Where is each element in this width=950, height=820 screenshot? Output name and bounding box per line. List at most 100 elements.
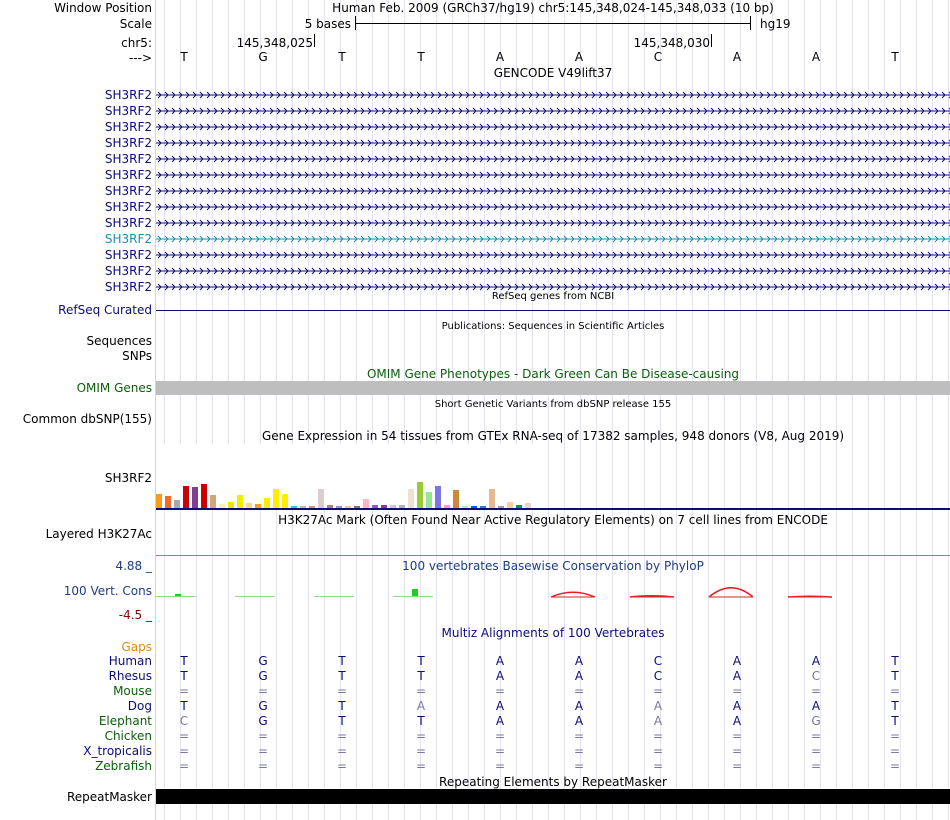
gtex-tissue-bar[interactable]	[282, 494, 288, 508]
gencode-transcript-label[interactable]: SH3RF2	[104, 88, 152, 102]
multiz-species-label[interactable]: Chicken	[104, 729, 152, 743]
gtex-tissue-bar[interactable]	[336, 506, 342, 508]
gtex-tissue-bar[interactable]	[345, 506, 351, 508]
gtex-tissue-bar[interactable]	[417, 482, 423, 508]
gencode-transcript-label[interactable]: SH3RF2	[104, 136, 152, 150]
gencode-transcript-line[interactable]	[156, 250, 950, 260]
gtex-tissue-bar[interactable]	[507, 502, 513, 508]
gtex-title[interactable]: Gene Expression in 54 tissues from GTEx …	[261, 429, 845, 443]
phylop-title[interactable]: 100 vertebrates Basewise Conservation by…	[402, 559, 704, 573]
gtex-tissue-bar[interactable]	[291, 506, 297, 508]
gencode-transcript-label[interactable]: SH3RF2	[104, 248, 152, 262]
repeatmasker-label[interactable]: RepeatMasker	[66, 790, 152, 804]
gtex-tissue-bar[interactable]	[381, 505, 387, 508]
gencode-transcript-label[interactable]: SH3RF2	[104, 264, 152, 278]
dbsnp-title[interactable]: Short Genetic Variants from dbSNP releas…	[434, 399, 672, 410]
gencode-transcript-label[interactable]: SH3RF2	[104, 184, 152, 198]
gtex-tissue-bar[interactable]	[354, 506, 360, 508]
repeatmasker-element-bar[interactable]	[156, 789, 950, 804]
gencode-transcript-line[interactable]	[156, 138, 950, 148]
omim-gene-bar[interactable]	[156, 381, 950, 395]
gencode-transcript-line[interactable]	[156, 186, 950, 196]
gtex-tissue-bar[interactable]	[201, 484, 207, 508]
gencode-transcript-line[interactable]	[156, 90, 950, 100]
gencode-title[interactable]: GENCODE V49lift37	[493, 66, 613, 80]
phylop-label[interactable]: 100 Vert. Cons	[63, 584, 152, 598]
gtex-tissue-bar[interactable]	[489, 489, 495, 508]
chrom-label[interactable]: chr5:	[121, 36, 152, 50]
gencode-transcript-label[interactable]: SH3RF2	[104, 216, 152, 230]
multiz-gaps-label[interactable]: Gaps	[121, 640, 152, 654]
gtex-tissue-bar[interactable]	[192, 487, 198, 508]
gencode-transcript-line[interactable]	[156, 266, 950, 276]
h3k27ac-title[interactable]: H3K27Ac Mark (Often Found Near Active Re…	[278, 513, 828, 527]
omim-label[interactable]: OMIM Genes	[76, 381, 152, 395]
multiz-species-label[interactable]: X_tropicalis	[83, 744, 152, 758]
gencode-transcript-line[interactable]	[156, 170, 950, 180]
gencode-transcript-label[interactable]: SH3RF2	[104, 152, 152, 166]
gtex-tissue-bar[interactable]	[453, 490, 459, 508]
gtex-tissue-bar[interactable]	[183, 486, 189, 508]
gencode-transcript-line[interactable]	[156, 154, 950, 164]
multiz-title[interactable]: Multiz Alignments of 100 Vertebrates	[441, 626, 665, 640]
publications-title[interactable]: Publications: Sequences in Scientific Ar…	[441, 321, 665, 332]
multiz-species-label[interactable]: Dog	[127, 699, 152, 713]
gtex-tissue-bar[interactable]	[210, 495, 216, 508]
gtex-tissue-bar[interactable]	[327, 505, 333, 508]
gtex-label[interactable]: SH3RF2	[104, 471, 152, 485]
gtex-tissue-bar[interactable]	[363, 499, 369, 508]
repeatmasker-title[interactable]: Repeating Elements by RepeatMasker	[439, 775, 667, 789]
gtex-tissue-bar[interactable]	[246, 503, 252, 508]
gencode-transcript-line[interactable]	[156, 122, 950, 132]
gtex-tissue-bar[interactable]	[426, 492, 432, 508]
gtex-tissue-bar[interactable]	[525, 503, 531, 508]
gtex-tissue-bar[interactable]	[156, 494, 162, 508]
gencode-transcript-line[interactable]	[156, 106, 950, 116]
multiz-species-label[interactable]: Mouse	[113, 684, 152, 698]
dbsnp-label[interactable]: Common dbSNP(155)	[22, 412, 152, 426]
gencode-transcript-label[interactable]: SH3RF2	[104, 232, 152, 246]
gtex-tissue-bar[interactable]	[219, 504, 225, 508]
gtex-tissue-bar[interactable]	[273, 489, 279, 508]
multiz-species-label[interactable]: Zebrafish	[95, 759, 152, 773]
gtex-tissue-bar[interactable]	[498, 506, 504, 508]
gtex-tissue-bar[interactable]	[372, 505, 378, 508]
gencode-transcript-line[interactable]	[156, 218, 950, 228]
publications-label-snps[interactable]: SNPs	[122, 349, 152, 363]
gtex-tissue-bar[interactable]	[435, 486, 441, 508]
h3k27ac-label[interactable]: Layered H3K27Ac	[45, 527, 152, 541]
gtex-tissue-bar[interactable]	[255, 504, 261, 508]
gencode-transcript-line[interactable]	[156, 282, 950, 292]
gtex-tissue-bar[interactable]	[300, 506, 306, 508]
gtex-tissue-bar[interactable]	[408, 489, 414, 508]
gtex-tissue-bar[interactable]	[309, 506, 315, 508]
refseq-label[interactable]: RefSeq Curated	[58, 303, 152, 317]
gencode-transcript-label[interactable]: SH3RF2	[104, 104, 152, 118]
gencode-transcript-label[interactable]: SH3RF2	[104, 168, 152, 182]
refseq-title[interactable]: RefSeq genes from NCBI	[491, 291, 615, 302]
gtex-tissue-bar[interactable]	[444, 505, 450, 508]
gtex-tissue-bar[interactable]	[174, 500, 180, 508]
gencode-transcript-label[interactable]: SH3RF2	[104, 280, 152, 294]
gencode-transcript-label[interactable]: SH3RF2	[104, 120, 152, 134]
gencode-transcript-line[interactable]	[156, 234, 950, 244]
gtex-tissue-bar[interactable]	[264, 498, 270, 508]
multiz-species-label[interactable]: Human	[108, 654, 152, 668]
publications-label-sequences[interactable]: Sequences	[86, 334, 152, 348]
multiz-species-label[interactable]: Elephant	[98, 714, 152, 728]
gtex-tissue-bar[interactable]	[516, 505, 522, 508]
gtex-tissue-bar[interactable]	[462, 506, 468, 508]
gtex-tissue-bar[interactable]	[237, 495, 243, 508]
gtex-tissue-bar[interactable]	[480, 506, 486, 508]
gencode-transcript-line[interactable]	[156, 202, 950, 212]
gencode-transcript-label[interactable]: SH3RF2	[104, 200, 152, 214]
gtex-tissue-bar[interactable]	[165, 496, 171, 508]
omim-title[interactable]: OMIM Gene Phenotypes - Dark Green Can Be…	[366, 367, 740, 381]
multiz-species-label[interactable]: Rhesus	[108, 669, 152, 683]
gtex-tissue-bar[interactable]	[399, 505, 405, 508]
gtex-tissue-bar[interactable]	[318, 489, 324, 508]
gtex-tissue-bar[interactable]	[390, 505, 396, 508]
refseq-gene-line[interactable]	[156, 310, 950, 311]
gtex-tissue-bar[interactable]	[471, 506, 477, 508]
gtex-tissue-bar[interactable]	[228, 502, 234, 508]
